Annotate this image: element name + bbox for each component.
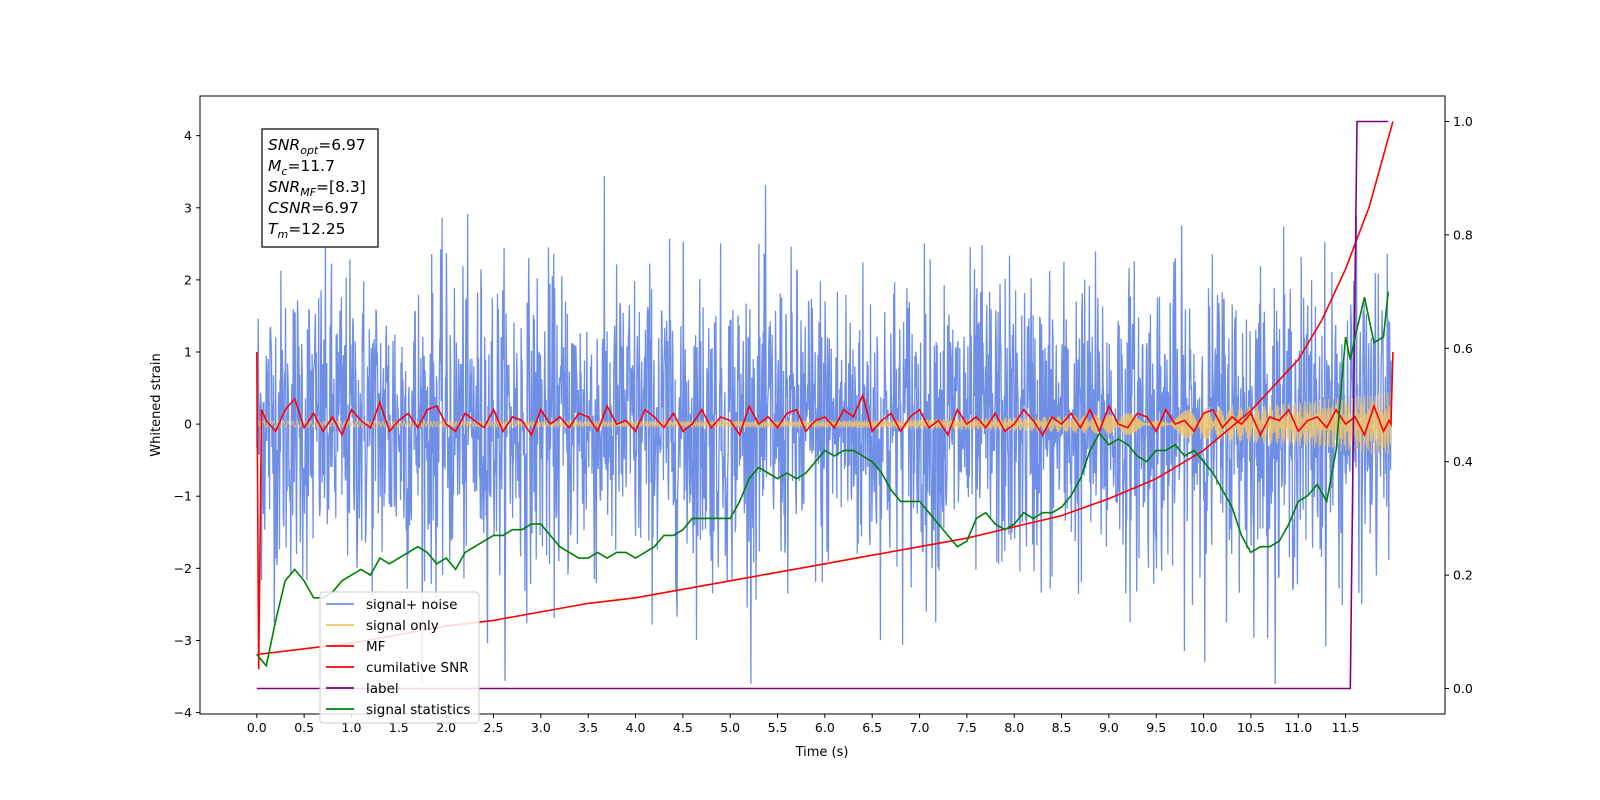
y-axis-left: 4 3 2 1 0 −1 −2 −3 −4 [174, 128, 200, 720]
info-line: Mc=11.7 [268, 157, 335, 178]
legend: signal+ noise signal only MF cumilative SNR… [319, 591, 480, 724]
x-tick-label: 1.5 [389, 720, 409, 735]
info-line: Tm=12.25 [268, 220, 346, 241]
series-signal-plus-noise [256, 176, 1392, 684]
x-tick-label: 9.0 [1099, 720, 1119, 735]
y-tick-label: 0 [184, 417, 192, 432]
x-tick-label: 0.0 [247, 720, 267, 735]
x-tick-label: 2.0 [436, 720, 456, 735]
x-tick-label: 4.5 [673, 720, 693, 735]
y-axis-label: Whitened strain [149, 353, 164, 456]
series-mf [256, 351, 1394, 670]
x-tick-label: 10.5 [1237, 720, 1265, 735]
info-line: SNRopt=6.97 [268, 136, 366, 157]
x-tick-label: 1.0 [342, 720, 362, 735]
x-tick-label: 2.5 [484, 720, 504, 735]
info-box-frame [261, 128, 379, 248]
legend-entry-label: label [366, 681, 399, 697]
y-tick-label: −4 [174, 705, 192, 720]
x-tick-label: 3.0 [531, 720, 551, 735]
x-tick-label: 11.5 [1332, 720, 1360, 735]
x-tick-label: 0.5 [294, 720, 314, 735]
y-tick-label: 1 [184, 344, 192, 359]
x-tick-label: 7.0 [910, 720, 930, 735]
y-axis-right: 1.0 0.8 0.6 0.4 0.2 0.0 [1445, 114, 1473, 696]
legend-entry-label: signal+ noise [366, 597, 457, 613]
y-tick-label: −2 [174, 561, 192, 576]
x-axis: 0.0 0.5 1.0 1.5 2.0 2.5 3.0 3.5 4.0 4.5 5.0 5.5 6.0 6… [247, 714, 1360, 735]
x-tick-label: 4.0 [626, 720, 646, 735]
y-tick-label: 2 [184, 272, 192, 287]
y2-tick-label: 0.8 [1453, 227, 1473, 242]
y-tick-label: 3 [184, 200, 192, 215]
x-axis-label: Time (s) [795, 745, 849, 760]
x-tick-label: 5.0 [720, 720, 740, 735]
x-tick-label: 9.5 [1146, 720, 1166, 735]
legend-entry-label: cumilative SNR [366, 660, 469, 676]
x-tick-label: 10.0 [1190, 720, 1218, 735]
y2-tick-label: 0.0 [1453, 681, 1473, 696]
series-label [256, 120, 1389, 690]
x-tick-label: 3.5 [578, 720, 598, 735]
y2-tick-label: 0.2 [1453, 568, 1473, 583]
legend-entry-label: signal statistics [366, 702, 470, 718]
x-tick-label: 7.5 [957, 720, 977, 735]
y-tick-label: 4 [184, 128, 192, 143]
y-tick-label: −1 [174, 489, 192, 504]
y2-tick-label: 1.0 [1453, 114, 1473, 129]
legend-entry-label: MF [366, 639, 385, 655]
x-tick-label: 6.0 [815, 720, 835, 735]
legend-entry-label: signal only [366, 618, 439, 634]
y2-tick-label: 0.6 [1453, 341, 1473, 356]
x-tick-label: 6.5 [862, 720, 882, 735]
series-signal-only [256, 392, 1392, 455]
x-tick-label: 8.5 [1052, 720, 1072, 735]
x-tick-label: 11.0 [1284, 720, 1312, 735]
plot-frame [199, 95, 1446, 715]
x-tick-label: 8.0 [1004, 720, 1024, 735]
x-tick-label: 5.5 [768, 720, 788, 735]
y-tick-label: −3 [174, 633, 192, 648]
y2-tick-label: 0.4 [1453, 454, 1473, 469]
info-line: CSNR=6.97 [268, 199, 359, 217]
info-line: SNRMF=[8.3] [268, 178, 366, 199]
series-signal-statistics [256, 291, 1389, 668]
legend-frame [319, 591, 480, 724]
